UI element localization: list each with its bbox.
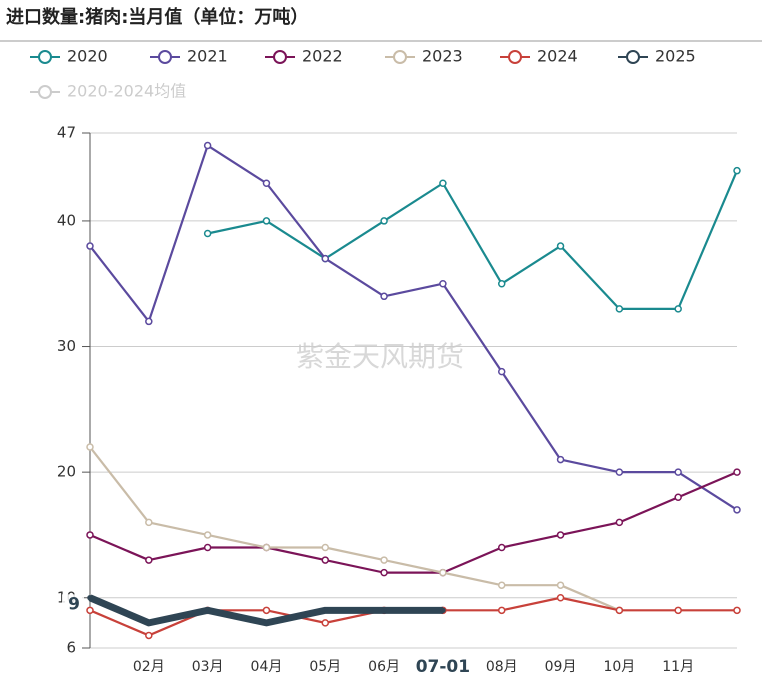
data-point bbox=[203, 229, 212, 238]
x-tick-label: 02月 bbox=[133, 659, 165, 675]
chart-title: 进口数量:猪肉:当月值（单位：万吨） bbox=[6, 6, 308, 28]
x-tick-label: 11月 bbox=[662, 659, 694, 675]
data-point bbox=[203, 141, 212, 150]
legend-marker bbox=[393, 50, 407, 64]
data-point bbox=[615, 305, 624, 313]
data-point bbox=[674, 493, 682, 502]
data-point bbox=[556, 594, 565, 602]
legend-marker bbox=[158, 50, 172, 64]
data-point bbox=[86, 242, 94, 250]
data-point bbox=[439, 179, 447, 187]
series-line bbox=[207, 170, 739, 310]
data-point bbox=[87, 595, 93, 601]
data-point bbox=[674, 305, 682, 313]
data-point bbox=[380, 292, 388, 301]
y-tick-label: 6 bbox=[66, 639, 76, 657]
data-point bbox=[86, 443, 94, 451]
legend-label: 2025 bbox=[655, 47, 696, 66]
data-point bbox=[145, 631, 153, 640]
data-point bbox=[615, 518, 624, 527]
x-tick-label: 06月 bbox=[368, 659, 400, 675]
data-point bbox=[497, 581, 506, 589]
legend-label: 2024 bbox=[537, 47, 578, 66]
y-pointer-label: 9 bbox=[68, 594, 80, 614]
legend-label: 2023 bbox=[422, 47, 463, 66]
data-point bbox=[146, 620, 152, 626]
watermark: 紫金天风期货 bbox=[296, 340, 464, 373]
legend-marker bbox=[508, 50, 522, 64]
data-point bbox=[733, 166, 741, 175]
legend-marker bbox=[38, 85, 52, 99]
data-point bbox=[733, 606, 741, 615]
data-point bbox=[439, 568, 447, 577]
data-point bbox=[381, 607, 387, 614]
data-point bbox=[497, 543, 506, 552]
x-pointer-box bbox=[402, 654, 483, 680]
data-point bbox=[321, 254, 330, 263]
data-point bbox=[203, 543, 212, 552]
data-point bbox=[262, 606, 271, 615]
data-point bbox=[615, 606, 624, 615]
data-point bbox=[145, 556, 153, 564]
legend-marker bbox=[38, 50, 52, 64]
y-tick-label: 20 bbox=[57, 463, 76, 481]
data-point bbox=[440, 607, 446, 614]
data-point bbox=[674, 468, 682, 476]
data-point bbox=[322, 607, 329, 614]
data-point bbox=[203, 531, 212, 539]
series-line bbox=[89, 446, 620, 612]
x-tick-label: 08月 bbox=[486, 659, 518, 675]
data-point bbox=[615, 468, 624, 476]
data-point bbox=[733, 468, 741, 476]
data-point bbox=[263, 620, 270, 626]
legend-marker bbox=[273, 50, 287, 64]
data-point bbox=[556, 531, 565, 539]
x-tick-label: 07-01 bbox=[416, 657, 470, 677]
data-point bbox=[556, 242, 565, 250]
data-point bbox=[497, 606, 506, 615]
data-point bbox=[204, 607, 211, 614]
data-point bbox=[733, 506, 741, 514]
legend-marker bbox=[626, 50, 640, 64]
x-tick-label: 04月 bbox=[251, 659, 283, 675]
y-tick-label: 40 bbox=[57, 211, 76, 229]
legend-label: 2020-2024均值 bbox=[67, 82, 186, 101]
y-tick-label: 47 bbox=[57, 124, 76, 142]
data-point bbox=[262, 179, 271, 187]
legend-label: 2021 bbox=[187, 47, 228, 66]
data-point bbox=[556, 455, 565, 464]
data-point bbox=[145, 518, 153, 527]
data-point bbox=[497, 279, 506, 288]
data-point bbox=[145, 317, 153, 326]
data-point bbox=[86, 531, 94, 539]
data-point bbox=[380, 568, 388, 577]
data-point bbox=[321, 619, 330, 627]
data-point bbox=[86, 606, 94, 615]
y-tick-label: 30 bbox=[57, 337, 76, 355]
data-point bbox=[321, 543, 330, 552]
x-tick-label: 05月 bbox=[309, 659, 341, 675]
series-line bbox=[89, 471, 738, 574]
data-point bbox=[262, 217, 271, 225]
data-point bbox=[380, 217, 388, 225]
legend-label: 2020 bbox=[67, 47, 108, 66]
legend-label: 2022 bbox=[302, 47, 343, 66]
data-point bbox=[262, 543, 271, 552]
data-point bbox=[556, 581, 565, 589]
data-point bbox=[497, 367, 506, 376]
data-point bbox=[321, 556, 330, 564]
x-tick-label: 10月 bbox=[603, 659, 635, 675]
x-tick-label: 03月 bbox=[192, 659, 224, 675]
y-pointer-box bbox=[62, 594, 84, 615]
data-point bbox=[439, 279, 447, 288]
data-point bbox=[380, 556, 388, 564]
data-point bbox=[674, 606, 682, 615]
series-line bbox=[89, 144, 738, 511]
x-tick-label: 09月 bbox=[545, 659, 577, 675]
